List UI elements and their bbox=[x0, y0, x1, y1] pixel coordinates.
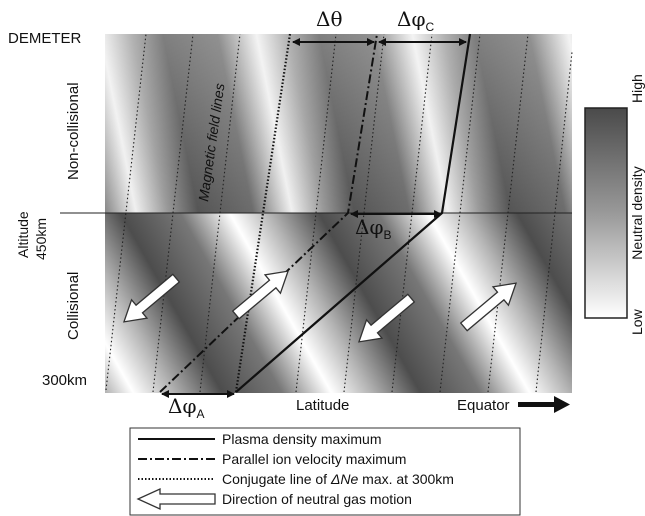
delta-phi-c-label: ΔφC bbox=[397, 7, 434, 34]
region-upper-label: Non-collisional bbox=[65, 82, 82, 180]
delta-phi-b-label: ΔφB bbox=[355, 215, 391, 242]
delta-phi-a-label: ΔφA bbox=[168, 394, 204, 421]
gas-arrow-2 bbox=[231, 270, 290, 320]
legend-item-gas-motion: Direction of neutral gas motion bbox=[222, 491, 412, 507]
legend: Plasma density maximum Parallel ion velo… bbox=[129, 427, 521, 516]
legend-item-conjugate: Conjugate line of ΔNe max. at 300km bbox=[222, 471, 454, 487]
equator-label: Equator bbox=[457, 397, 510, 414]
delta-theta-label: Δθ bbox=[316, 7, 342, 31]
plasma-density-max-line bbox=[235, 33, 472, 393]
gas-arrow-1 bbox=[122, 273, 181, 323]
neutral-density-colorbar bbox=[584, 107, 628, 319]
colorbar-title: Neutral density bbox=[629, 166, 645, 259]
colorbar-high-label: High bbox=[629, 74, 645, 103]
gas-arrow-4 bbox=[459, 282, 518, 332]
legend-item-plasma: Plasma density maximum bbox=[222, 431, 382, 447]
legend-swatch-arrow bbox=[136, 487, 216, 511]
altitude-axis-label: Altitude bbox=[15, 211, 31, 258]
ion-velocity-max-line bbox=[159, 33, 378, 393]
gas-arrow-3 bbox=[357, 293, 416, 343]
latitude-label: Latitude bbox=[296, 397, 349, 414]
colorbar-low-label: Low bbox=[629, 308, 645, 335]
altitude-450-label: 450km bbox=[33, 218, 49, 260]
legend-item-ion-velocity: Parallel ion velocity maximum bbox=[222, 451, 406, 467]
satellite-label: DEMETER bbox=[8, 30, 82, 47]
region-lower-label: Collisional bbox=[65, 272, 82, 340]
neutral-gas-arrows bbox=[122, 270, 518, 343]
altitude-300-label: 300km bbox=[42, 372, 87, 389]
equator-arrow bbox=[518, 396, 570, 413]
conjugate-line bbox=[234, 33, 292, 393]
upper-band-fade bbox=[105, 34, 572, 213]
